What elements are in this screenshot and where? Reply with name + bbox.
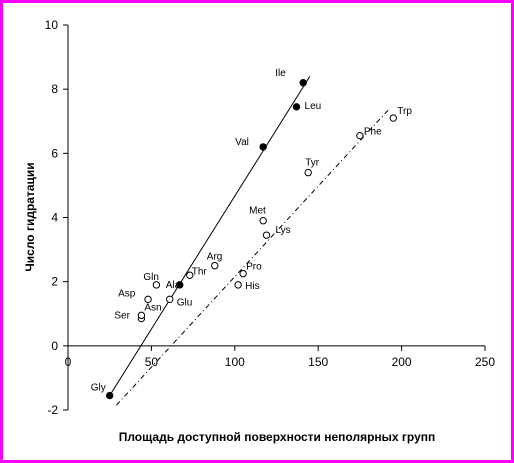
x-tick-label: 200 <box>392 355 412 369</box>
x-axis-title: Площадь доступной поверхности неполярных… <box>119 430 436 444</box>
data-point-his <box>234 281 242 289</box>
x-tick-label: 50 <box>145 355 159 369</box>
data-point-asn <box>137 311 146 320</box>
y-tick-label: 2 <box>51 275 58 289</box>
data-label-lys: Lys <box>275 225 290 236</box>
data-label-ser: Ser <box>114 311 130 322</box>
data-point-thr <box>186 271 194 279</box>
y-tick-label: -2 <box>47 403 58 417</box>
data-point-met <box>259 217 267 225</box>
x-tick-label: 0 <box>65 355 72 369</box>
data-label-pro: Pro <box>246 262 262 273</box>
data-label-met: Met <box>249 206 266 217</box>
data-point-ala <box>176 281 184 289</box>
data-point-gln <box>152 281 161 289</box>
x-tick-label: 250 <box>475 355 495 369</box>
data-label-asp: Asp <box>118 288 136 299</box>
data-label-val: Val <box>235 137 249 148</box>
data-label-asn: Asn <box>144 302 161 313</box>
data-point-asp <box>144 295 152 304</box>
data-point-trp <box>389 114 397 122</box>
data-label-thr: Thr <box>192 266 208 277</box>
y-tick-label: 8 <box>51 82 58 96</box>
data-label-gly: Gly <box>91 383 106 394</box>
data-label-ala: Ala <box>166 280 181 291</box>
y-tick-label: 6 <box>51 146 58 160</box>
data-label-arg: Arg <box>207 252 223 263</box>
data-label-tyr: Tyr <box>305 158 320 169</box>
data-point-tyr <box>304 168 312 177</box>
y-tick-label: 10 <box>45 18 59 32</box>
data-point-phe <box>356 131 364 140</box>
data-point-val <box>259 143 267 151</box>
data-point-leu <box>292 103 301 111</box>
x-tick-label: 100 <box>225 355 245 369</box>
data-point-ile <box>299 79 307 87</box>
fit-line-1 <box>109 76 311 396</box>
data-label-phe: Phe <box>364 127 382 138</box>
y-axis-title: Число гидратации <box>23 162 37 271</box>
fit-line-2 <box>116 109 389 406</box>
data-point-lys <box>262 231 271 239</box>
data-point-gly <box>106 391 114 400</box>
data-point-glu <box>166 295 174 304</box>
data-label-ile: Ile <box>275 68 286 79</box>
y-tick-label: 4 <box>51 211 58 225</box>
data-label-gln: Gln <box>143 272 159 283</box>
data-point-pro <box>239 269 247 278</box>
x-tick-label: 150 <box>308 355 328 369</box>
data-label-his: His <box>245 281 259 292</box>
data-label-leu: Leu <box>305 101 322 112</box>
data-label-trp: Trp <box>397 106 412 117</box>
y-tick-label: 0 <box>51 339 58 353</box>
data-label-glu: Glu <box>177 297 193 308</box>
data-point-arg <box>211 261 219 270</box>
